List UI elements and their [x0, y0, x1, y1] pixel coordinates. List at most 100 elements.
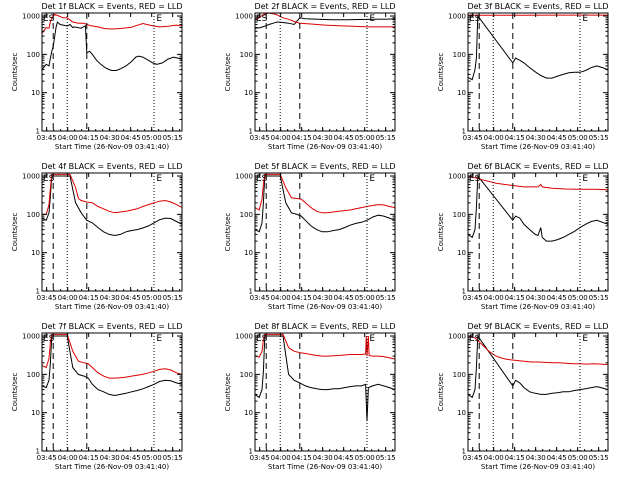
flag-label: S: [49, 334, 55, 344]
x-tick-label: 03:45: [37, 294, 57, 302]
series-line-events: [42, 21, 182, 71]
x-tick-label: 05:15: [589, 454, 609, 462]
plot-frame: [41, 172, 183, 292]
y-tick-label: 1: [249, 448, 253, 456]
x-tick-label: 04:00: [484, 134, 504, 142]
x-tick-label: 03:45: [463, 294, 483, 302]
plot-frame: [41, 12, 183, 132]
panel-title: Det 7f BLACK = Events, RED = LLD: [41, 322, 182, 331]
x-tick-label: 04:00: [271, 454, 291, 462]
x-tick-label: 04:30: [100, 454, 120, 462]
x-tick-label: 05:15: [376, 294, 396, 302]
x-tick-label: 05:00: [355, 134, 375, 142]
flag-label: S: [475, 14, 481, 24]
x-tick-label: 04:45: [547, 454, 567, 462]
x-tick-label: 03:45: [463, 454, 483, 462]
x-tick-label: 05:00: [142, 454, 162, 462]
flag-label: E: [156, 14, 162, 24]
x-tick-label: 04:15: [79, 454, 99, 462]
x-axis-label: Start Time (26-Nov-09 03:41:40): [268, 463, 382, 471]
y-tick-label: 1000: [235, 13, 253, 21]
y-axis-label: Counts/sec: [437, 373, 445, 412]
flag-label: E: [256, 14, 262, 24]
x-tick-label: 04:30: [100, 294, 120, 302]
flag-label: E: [43, 174, 49, 184]
series-line-lld: [468, 175, 608, 191]
x-tick-label: 04:30: [313, 454, 333, 462]
plot-frame: [467, 12, 609, 132]
y-tick-label: 100: [453, 211, 466, 219]
x-tick-label: 04:30: [526, 134, 546, 142]
y-axis-label: Counts/sec: [224, 373, 232, 412]
series-line-lld: [468, 335, 608, 366]
x-tick-label: 04:30: [313, 294, 333, 302]
x-tick-label: 05:00: [568, 134, 588, 142]
flag-label: E: [256, 334, 262, 344]
x-axis-label: Start Time (26-Nov-09 03:41:40): [268, 143, 382, 151]
x-tick-label: 04:15: [292, 294, 312, 302]
y-axis-label: Counts/sec: [11, 373, 19, 412]
y-axis-label: Counts/sec: [224, 53, 232, 92]
x-tick-label: 03:45: [463, 134, 483, 142]
y-axis-label: Counts/sec: [224, 213, 232, 252]
x-axis-label: Start Time (26-Nov-09 03:41:40): [55, 463, 169, 471]
series-line-events: [468, 14, 608, 81]
plot-frame: [254, 172, 396, 292]
x-tick-label: 04:00: [271, 134, 291, 142]
series-line-events: [468, 334, 608, 399]
x-axis-label: Start Time (26-Nov-09 03:41:40): [481, 303, 595, 311]
x-axis-label: Start Time (26-Nov-09 03:41:40): [55, 143, 169, 151]
x-tick-label: 03:45: [37, 454, 57, 462]
x-axis-label: Start Time (26-Nov-09 03:41:40): [481, 143, 595, 151]
x-tick-label: 04:30: [100, 134, 120, 142]
series-line-lld: [42, 333, 182, 379]
plot-frame: [254, 332, 396, 452]
y-tick-label: 1: [36, 288, 40, 296]
panel-title: Det 1f BLACK = Events, RED = LLD: [41, 2, 182, 11]
x-tick-label: 04:15: [292, 454, 312, 462]
x-tick-label: 04:15: [79, 294, 99, 302]
y-tick-label: 100: [27, 211, 40, 219]
panel-title: Det 8f BLACK = Events, RED = LLD: [254, 322, 395, 331]
flag-label: E: [469, 14, 475, 24]
y-tick-label: 1: [462, 128, 466, 136]
x-tick-label: 05:00: [355, 454, 375, 462]
y-tick-label: 100: [27, 51, 40, 59]
y-tick-label: 1: [36, 448, 40, 456]
x-tick-label: 04:30: [526, 294, 546, 302]
y-tick-label: 1: [249, 128, 253, 136]
series-line-lld: [255, 333, 395, 360]
y-tick-label: 1000: [448, 13, 466, 21]
y-tick-label: 1000: [448, 333, 466, 341]
y-tick-label: 100: [453, 51, 466, 59]
x-tick-label: 05:15: [163, 294, 183, 302]
panel-title: Det 4f BLACK = Events, RED = LLD: [41, 162, 182, 171]
x-tick-label: 05:00: [568, 294, 588, 302]
series-line-events: [255, 335, 395, 422]
series-line-lld: [255, 173, 395, 214]
x-tick-label: 05:00: [142, 294, 162, 302]
y-tick-label: 10: [244, 249, 253, 257]
flag-label: E: [469, 334, 475, 344]
flag-label: S: [262, 174, 268, 184]
flag-label: S: [49, 14, 55, 24]
y-tick-label: 100: [240, 51, 253, 59]
x-tick-label: 04:00: [58, 134, 78, 142]
flag-label: E: [582, 334, 588, 344]
y-tick-label: 1: [249, 288, 253, 296]
x-tick-label: 04:15: [505, 454, 525, 462]
flag-label: S: [262, 14, 268, 24]
x-tick-label: 04:45: [121, 134, 141, 142]
y-tick-label: 1: [462, 448, 466, 456]
flag-label: S: [49, 174, 55, 184]
series-line-events: [42, 335, 182, 397]
x-tick-label: 05:15: [589, 134, 609, 142]
x-tick-label: 04:45: [334, 134, 354, 142]
y-axis-label: Counts/sec: [11, 53, 19, 92]
flag-label: E: [582, 174, 588, 184]
x-tick-label: 05:15: [163, 454, 183, 462]
